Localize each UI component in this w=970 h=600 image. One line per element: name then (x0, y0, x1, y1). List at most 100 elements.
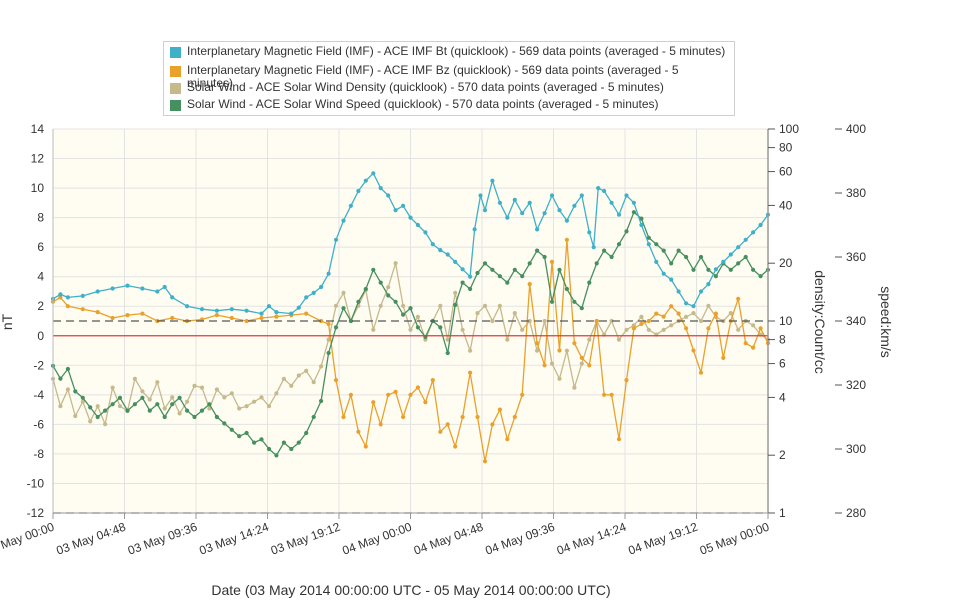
legend-label-speed: Solar Wind - ACE Solar Wind Speed (quick… (187, 97, 659, 111)
series-group (50, 171, 771, 464)
left-tick-label: 4 (37, 270, 44, 284)
data-point-bt (65, 295, 70, 300)
data-point-density (237, 406, 242, 411)
data-point-density (304, 368, 309, 373)
data-point-density (549, 361, 555, 366)
left-tick-label: -2 (33, 358, 44, 372)
data-point-bt (654, 259, 659, 264)
left-tick-label: -4 (33, 388, 44, 402)
data-point-speed (527, 261, 532, 266)
data-point-bt (214, 308, 219, 313)
data-point-density (371, 327, 376, 332)
speed-tick-label: 340 (846, 314, 866, 328)
data-point-speed (758, 274, 763, 279)
data-point-speed (624, 229, 629, 234)
data-point-density (401, 303, 406, 308)
data-point-bt (460, 267, 465, 272)
legend-item-speed[interactable]: Solar Wind - ACE Solar Wind Speed (quick… (170, 98, 730, 114)
data-point-bz (654, 311, 659, 316)
data-point-density (475, 311, 480, 316)
data-point-speed (512, 267, 517, 272)
data-point-speed (88, 405, 93, 410)
data-point-bt (333, 237, 339, 242)
data-point-density (609, 318, 614, 324)
data-point-speed (274, 453, 279, 458)
data-point-density (415, 314, 420, 319)
data-point-speed (497, 274, 502, 279)
data-point-density (177, 411, 182, 416)
data-point-bz (415, 385, 420, 390)
data-point-speed (542, 254, 547, 260)
data-point-density (706, 303, 711, 308)
data-point-speed (691, 267, 696, 272)
data-point-bt (423, 230, 428, 235)
data-point-bz (438, 429, 443, 434)
legend-item-bz[interactable]: Interplanetary Magnetic Field (IMF) - AC… (170, 64, 730, 90)
data-point-bt (348, 203, 353, 208)
data-point-speed (192, 414, 197, 420)
data-point-speed (460, 280, 465, 285)
data-point-bz (497, 407, 502, 412)
data-point-bz (125, 313, 130, 318)
data-point-bz (304, 311, 309, 316)
density-tick-label: 1 (779, 506, 786, 520)
data-point-bt (229, 307, 234, 312)
data-point-density (103, 422, 108, 427)
density-tick-label: 80 (779, 141, 793, 155)
data-point-density (296, 373, 301, 378)
data-point-density (669, 323, 674, 328)
data-point-speed (356, 299, 361, 304)
speed-tick-label: 320 (846, 378, 866, 392)
data-point-speed (579, 306, 584, 311)
data-point-bz (684, 326, 689, 331)
data-point-density (170, 395, 175, 400)
data-point-speed (468, 286, 473, 292)
legend-swatch-bt (170, 47, 181, 58)
data-point-density (751, 323, 756, 328)
data-point-bz (520, 392, 525, 397)
data-point-speed (132, 402, 137, 407)
data-point-bt (58, 292, 63, 297)
data-point-speed (706, 267, 711, 272)
data-point-bt (564, 218, 570, 223)
data-point-density (408, 327, 413, 332)
data-point-bt (110, 286, 115, 291)
data-point-density (155, 380, 160, 385)
data-point-bt (579, 193, 584, 198)
data-point-bt (266, 304, 272, 309)
data-point-bz (475, 414, 480, 420)
data-point-density (542, 318, 547, 324)
data-point-bt (512, 197, 517, 202)
legend-item-bt[interactable]: Interplanetary Magnetic Field (IMF) - AC… (170, 45, 730, 61)
legend-item-density[interactable]: Solar Wind - ACE Solar Wind Density (qui… (170, 81, 730, 97)
data-point-bt (520, 211, 525, 216)
data-point-speed (475, 270, 480, 276)
data-point-bz (363, 444, 368, 449)
density-axis-label: density:Count/cc (812, 270, 828, 374)
legend-label-bt: Interplanetary Magnetic Field (IMF) - AC… (187, 44, 726, 58)
density-tick-label: 4 (779, 390, 786, 404)
data-point-density (333, 303, 339, 308)
data-point-density (319, 364, 324, 369)
data-point-density (95, 404, 100, 409)
data-point-bt (549, 193, 555, 198)
data-point-speed (639, 216, 644, 221)
data-point-bz (743, 341, 748, 346)
data-point-speed (378, 280, 383, 285)
speed-tick-label: 300 (846, 442, 866, 456)
data-point-density (162, 406, 167, 411)
data-point-speed (646, 235, 651, 240)
data-point-density (728, 311, 733, 316)
data-point-bt (535, 227, 540, 232)
data-point-bz (736, 296, 741, 301)
data-point-speed (266, 446, 272, 452)
data-point-bt (319, 284, 324, 290)
data-point-bt (125, 283, 130, 288)
data-point-bz (341, 414, 346, 420)
data-point-density (624, 327, 629, 332)
series-line-bz (52, 239, 769, 462)
data-point-density (639, 314, 644, 319)
data-point-density (65, 387, 70, 392)
data-point-bz (706, 326, 711, 331)
data-point-speed (311, 414, 316, 420)
